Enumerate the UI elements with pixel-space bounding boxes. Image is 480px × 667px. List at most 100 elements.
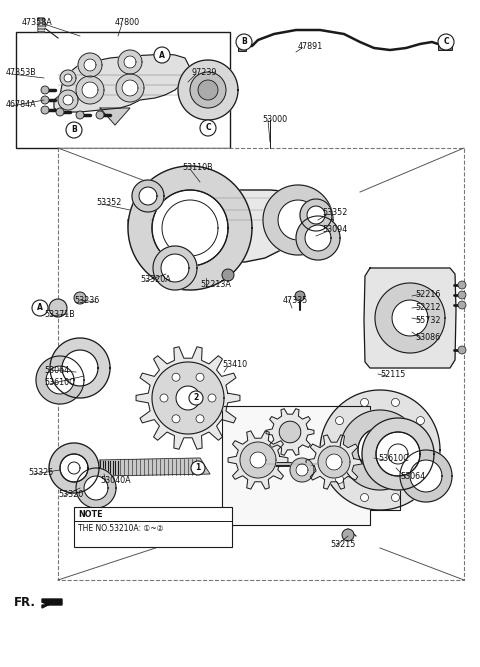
Text: 53352: 53352 [96, 198, 121, 207]
Circle shape [56, 108, 64, 116]
Circle shape [360, 398, 369, 406]
Polygon shape [358, 428, 402, 472]
Polygon shape [263, 185, 333, 255]
Circle shape [392, 494, 399, 502]
Polygon shape [42, 599, 62, 608]
Text: 52216: 52216 [415, 290, 440, 299]
Circle shape [326, 446, 334, 454]
Polygon shape [122, 80, 138, 96]
Text: 53610C: 53610C [44, 378, 75, 387]
Text: 53371B: 53371B [44, 310, 75, 319]
Polygon shape [318, 446, 350, 478]
Polygon shape [305, 225, 331, 251]
Polygon shape [54, 54, 190, 112]
Circle shape [336, 417, 344, 425]
Circle shape [222, 269, 234, 281]
Polygon shape [50, 338, 110, 398]
Text: 53352: 53352 [322, 208, 348, 217]
Text: 53410: 53410 [222, 360, 247, 369]
Circle shape [342, 529, 354, 541]
Polygon shape [278, 200, 318, 240]
Text: 52115: 52115 [380, 370, 406, 379]
Text: C: C [443, 37, 449, 47]
Text: 97239: 97239 [192, 68, 217, 77]
Text: 53040A: 53040A [100, 476, 131, 485]
Polygon shape [250, 452, 266, 468]
Polygon shape [388, 444, 408, 464]
Circle shape [198, 80, 218, 100]
Text: B: B [241, 37, 247, 47]
Polygon shape [38, 18, 46, 32]
Text: 47335: 47335 [283, 296, 308, 305]
Circle shape [196, 415, 204, 423]
Text: 53215: 53215 [330, 540, 355, 549]
Circle shape [32, 300, 48, 316]
Polygon shape [68, 462, 80, 474]
Polygon shape [118, 50, 142, 74]
Polygon shape [400, 450, 452, 502]
Circle shape [458, 346, 466, 354]
Polygon shape [82, 82, 98, 98]
Polygon shape [228, 431, 288, 489]
Text: C: C [205, 123, 211, 133]
Text: 53064: 53064 [400, 472, 425, 481]
Polygon shape [296, 216, 340, 260]
Text: 53320A: 53320A [140, 275, 171, 284]
Text: 47358A: 47358A [22, 18, 53, 27]
Polygon shape [49, 443, 99, 493]
Polygon shape [36, 356, 84, 404]
Circle shape [196, 374, 204, 382]
Text: 47353B: 47353B [6, 68, 37, 77]
Polygon shape [62, 350, 98, 386]
Polygon shape [358, 428, 402, 472]
Text: 55732: 55732 [415, 316, 441, 325]
Polygon shape [152, 190, 228, 266]
Bar [238, 41, 246, 51]
Polygon shape [152, 362, 224, 434]
Text: THE NO.53210A: ①~②: THE NO.53210A: ①~② [78, 524, 164, 533]
Polygon shape [76, 76, 104, 104]
Text: 53325: 53325 [28, 468, 53, 477]
Circle shape [190, 72, 226, 108]
Polygon shape [116, 74, 144, 102]
Circle shape [322, 450, 346, 474]
Polygon shape [152, 190, 228, 266]
Text: 53064: 53064 [44, 366, 69, 375]
Text: 53236: 53236 [74, 296, 99, 305]
Text: B: B [71, 125, 77, 135]
Polygon shape [376, 432, 420, 476]
Text: NOTE: NOTE [78, 510, 103, 519]
Circle shape [41, 106, 49, 114]
Circle shape [208, 394, 216, 402]
Polygon shape [84, 476, 108, 500]
Bar [16, 32, 230, 148]
Circle shape [417, 417, 424, 425]
Text: 47800: 47800 [115, 18, 140, 27]
Circle shape [279, 421, 301, 443]
Polygon shape [320, 390, 440, 510]
Polygon shape [178, 60, 238, 120]
Polygon shape [240, 442, 276, 478]
Circle shape [438, 34, 454, 50]
Circle shape [236, 34, 252, 50]
Polygon shape [46, 366, 74, 394]
Polygon shape [326, 454, 342, 470]
Polygon shape [300, 199, 332, 231]
Polygon shape [132, 180, 164, 212]
Polygon shape [128, 190, 318, 262]
Circle shape [49, 299, 67, 317]
Polygon shape [128, 166, 252, 290]
Polygon shape [375, 283, 445, 353]
Circle shape [458, 301, 466, 309]
Polygon shape [362, 418, 434, 490]
Circle shape [160, 394, 168, 402]
Text: 53320: 53320 [58, 490, 83, 499]
Text: 53610C: 53610C [378, 454, 409, 463]
Text: 52212: 52212 [415, 303, 441, 312]
Polygon shape [376, 432, 420, 476]
Text: A: A [159, 51, 165, 59]
Bar [438, 38, 452, 50]
Polygon shape [176, 386, 200, 410]
Circle shape [41, 86, 49, 94]
Polygon shape [136, 347, 240, 449]
